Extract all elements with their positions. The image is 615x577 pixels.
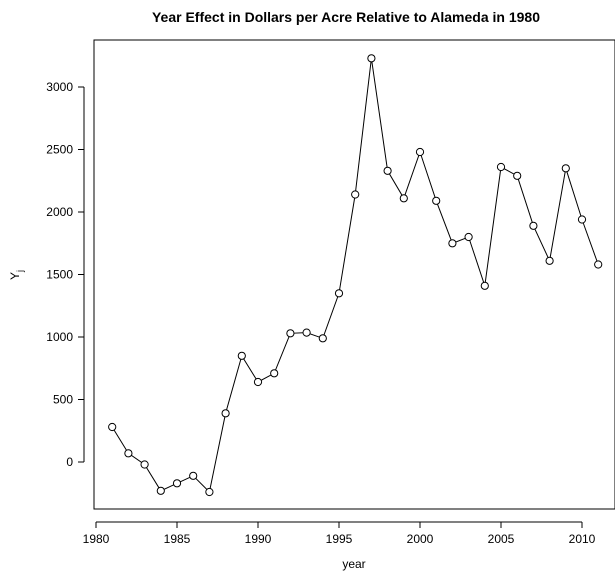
data-point — [545, 256, 554, 265]
plot-frame — [93, 39, 615, 510]
data-point — [237, 351, 246, 360]
data-point — [156, 486, 165, 495]
data-point — [221, 409, 230, 418]
y-axis-label-subscript: j — [15, 270, 25, 273]
series-layer — [108, 54, 603, 497]
y-tick-label: 1000 — [46, 330, 73, 344]
y-tick-label: 0 — [66, 455, 73, 469]
y-tick-label: 500 — [53, 393, 73, 407]
x-tick-label: 1980 — [83, 532, 110, 546]
x-tick-label: 2010 — [569, 532, 596, 546]
y-tick-label: 2500 — [46, 143, 73, 157]
y-axis-label-main: Y — [8, 272, 22, 280]
x-tick-label: 2005 — [488, 532, 515, 546]
y-tick-label: 3000 — [46, 80, 73, 94]
data-point — [529, 221, 538, 230]
x-tick-label: 2000 — [407, 532, 434, 546]
series-line — [111, 58, 599, 494]
data-point — [351, 190, 360, 199]
y-tick-label: 2000 — [46, 205, 73, 219]
x-axis-label: year — [342, 557, 365, 571]
data-point — [513, 171, 522, 180]
data-point — [367, 54, 376, 63]
svg-text:Yj: Yj — [8, 270, 25, 280]
data-point — [383, 166, 392, 175]
data-point — [253, 377, 263, 387]
data-point — [205, 487, 214, 497]
data-point — [496, 162, 506, 172]
data-point — [189, 471, 198, 480]
data-point — [270, 369, 279, 378]
data-point — [172, 479, 182, 488]
data-point — [108, 422, 117, 432]
y-tick-label: 1500 — [46, 268, 73, 282]
data-point — [464, 232, 473, 242]
data-point — [561, 164, 570, 173]
data-point — [399, 194, 408, 203]
x-axis: 1980 1985 1990 1995 2000 2005 2010 — [83, 521, 596, 546]
data-point — [594, 260, 603, 269]
data-point — [480, 281, 489, 290]
y-axis: 0 500 1000 1500 2000 2500 3000 — [46, 80, 85, 469]
data-point — [318, 334, 327, 343]
data-point — [286, 329, 295, 338]
data-point — [577, 215, 587, 224]
data-point — [432, 196, 441, 205]
x-tick-label: 1995 — [326, 532, 353, 546]
data-point — [448, 239, 457, 248]
y-axis-label: Yj — [8, 270, 25, 280]
data-point — [334, 289, 344, 298]
chart-title: Year Effect in Dollars per Acre Relative… — [152, 9, 540, 25]
data-point — [302, 328, 311, 337]
x-tick-label: 1990 — [245, 532, 272, 546]
x-tick-label: 1985 — [164, 532, 191, 546]
data-point — [415, 147, 425, 157]
data-point — [124, 449, 133, 458]
data-point — [140, 460, 149, 469]
